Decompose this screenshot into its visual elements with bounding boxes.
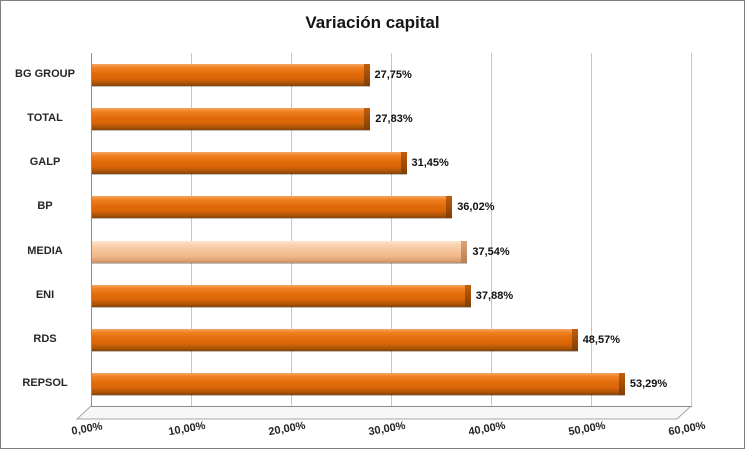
- bar-galp: [92, 152, 407, 175]
- bar-eni: [92, 284, 471, 307]
- bar-total: [92, 108, 371, 131]
- category-label: GALP: [29, 156, 61, 169]
- bar-repsol: [92, 372, 625, 395]
- x-tick-label: 20,00%: [267, 419, 307, 439]
- category-label: TOTAL: [27, 112, 63, 125]
- value-label: 36,02%: [457, 201, 495, 214]
- category-label: ENI: [35, 288, 55, 301]
- category-label: BG GROUP: [15, 68, 75, 81]
- bar-bp: [92, 196, 453, 219]
- gridline: [291, 53, 292, 406]
- gridline: [391, 53, 392, 406]
- chart-title: Variación capital: [305, 13, 440, 32]
- bar-media: [92, 240, 468, 263]
- value-label: 53,29%: [629, 377, 668, 390]
- x-tick-label: 0,00%: [70, 420, 104, 438]
- value-label: 48,57%: [582, 333, 620, 346]
- gridline: [191, 53, 192, 406]
- gridline: [691, 53, 692, 406]
- gridline: [591, 53, 592, 406]
- x-tick-label: 60,00%: [667, 419, 707, 439]
- x-tick-label: 10,00%: [167, 419, 207, 439]
- value-label: 37,88%: [475, 289, 514, 302]
- bar-bg-group: [92, 64, 370, 87]
- plot-area: 27,75% 27,83% 31,45% 36,02% 37,54% 37,88% 48,5…: [91, 53, 692, 407]
- x-tick-label: 40,00%: [467, 419, 507, 439]
- category-label: REPSOL: [22, 376, 68, 389]
- value-label: 37,54%: [472, 245, 510, 258]
- value-label: 31,45%: [411, 157, 449, 170]
- x-tick-label: 30,00%: [367, 419, 407, 439]
- value-label: 27,75%: [374, 69, 412, 82]
- category-label: MEDIA: [27, 244, 63, 257]
- category-label: BP: [37, 200, 53, 213]
- x-tick-label: 50,00%: [567, 419, 607, 439]
- gridline: [491, 53, 492, 406]
- value-label: 27,83%: [375, 113, 413, 126]
- bar-rds: [92, 328, 578, 351]
- category-label: RDS: [33, 332, 57, 345]
